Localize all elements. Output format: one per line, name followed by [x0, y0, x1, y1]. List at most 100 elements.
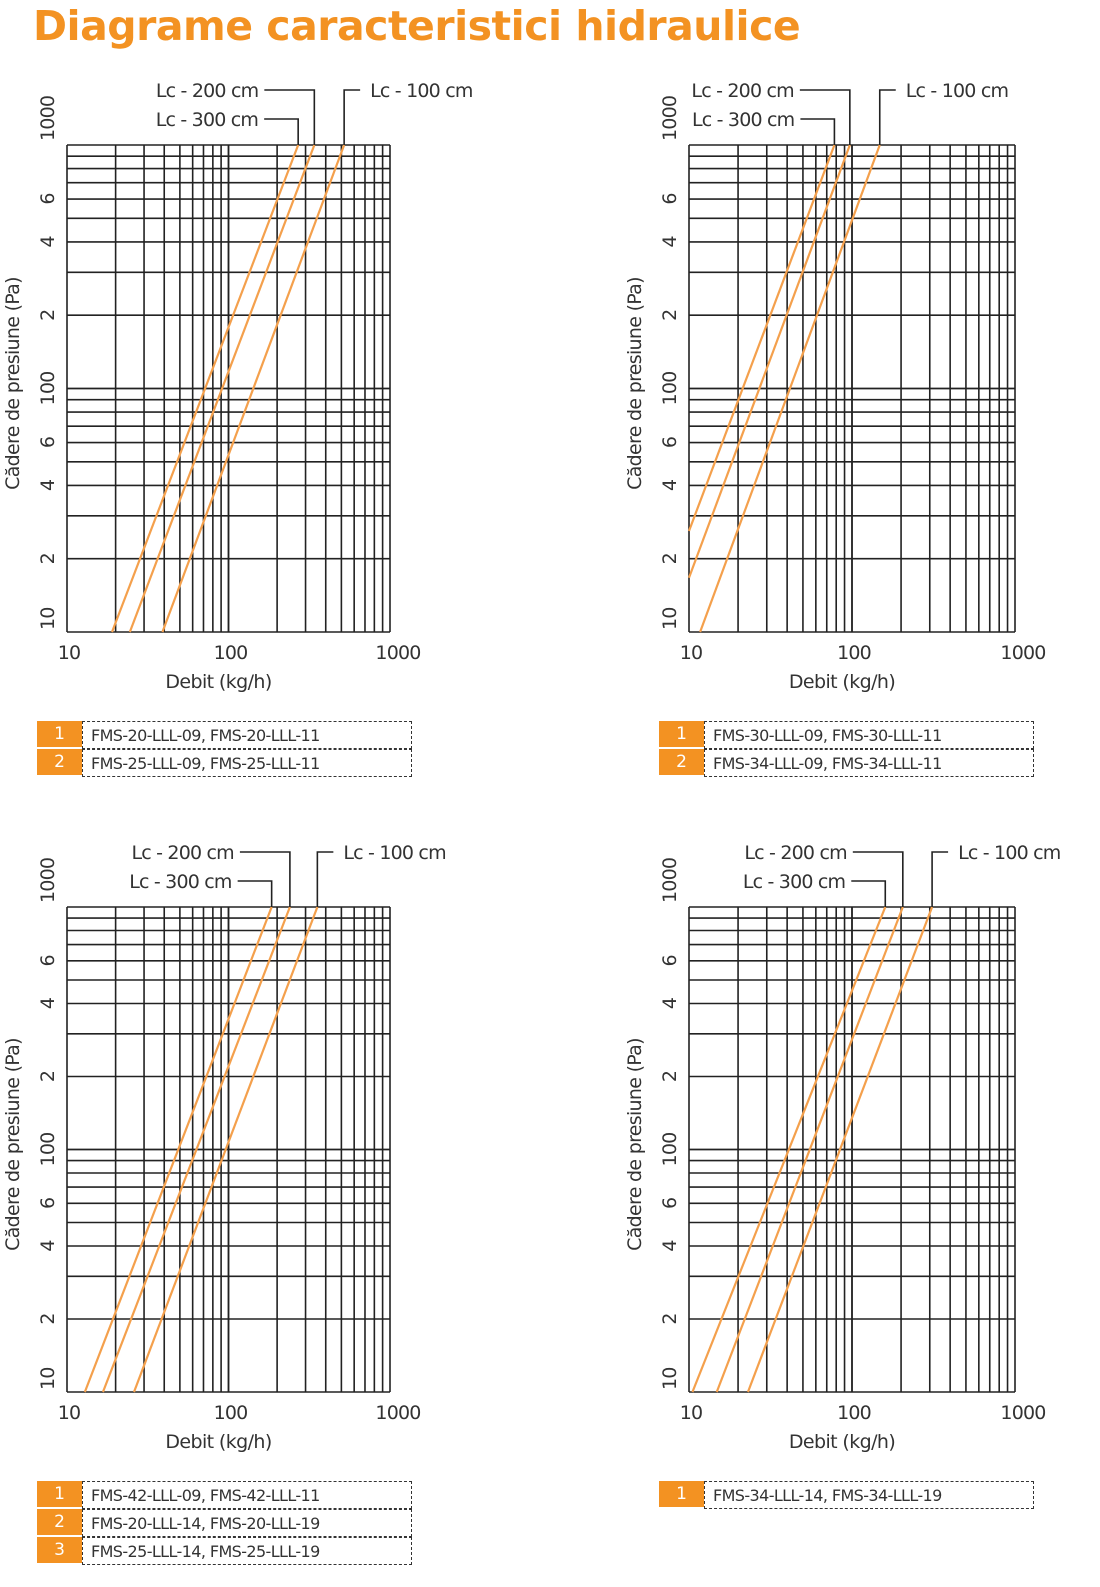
x-tick-label: 10 [58, 642, 81, 664]
x-tick-label: 100 [214, 1402, 248, 1424]
legend-item: 1 FMS-20-LLL-09, FMS-20-LLL-11 [37, 721, 412, 749]
y-axis-title: Cădere de presiune (Pa) [624, 277, 646, 490]
y-tick-label: 6 [37, 193, 59, 204]
series-line [699, 144, 881, 633]
series-line [161, 144, 346, 633]
y-tick-label: 2 [659, 310, 681, 321]
series-line [132, 906, 319, 1393]
y-tick-label: 6 [659, 437, 681, 448]
series-label: Lc - 300 cm [129, 871, 231, 893]
series-line [101, 906, 291, 1393]
series-line [83, 906, 273, 1393]
series-line [128, 144, 316, 633]
y-tick-label: 100 [37, 1133, 59, 1167]
y-tick-label: 1000 [659, 858, 681, 903]
series-line [691, 906, 887, 1393]
y-tick-label: 4 [659, 1240, 681, 1252]
series-line [715, 906, 904, 1393]
x-tick-label: 10 [58, 1402, 81, 1424]
x-tick-label: 10 [680, 1402, 703, 1424]
series-label: Lc - 300 cm [743, 871, 845, 893]
y-tick-label: 2 [659, 1071, 681, 1082]
legend-number: 1 [659, 721, 704, 749]
y-tick-label: 4 [659, 997, 681, 1009]
legend-item: 1 FMS-34-LLL-14, FMS-34-LLL-19 [659, 1481, 1034, 1509]
leader-line [800, 118, 836, 145]
legend-text: FMS-25-LLL-14, FMS-25-LLL-19 [82, 1537, 412, 1565]
leader-line [799, 89, 851, 145]
y-tick-label: 4 [37, 1240, 59, 1252]
x-tick-label: 100 [214, 642, 248, 664]
legend-text: FMS-34-LLL-14, FMS-34-LLL-19 [704, 1481, 1034, 1509]
legend-text: FMS-20-LLL-14, FMS-20-LLL-19 [82, 1509, 412, 1537]
legend-item: 1 FMS-42-LLL-09, FMS-42-LLL-11 [37, 1481, 412, 1509]
series-label: Lc - 200 cm [131, 842, 233, 864]
leader-line [931, 851, 949, 907]
series-label: Lc - 200 cm [744, 842, 846, 864]
x-tick-label: 1000 [375, 642, 420, 664]
y-tick-label: 6 [37, 437, 59, 448]
y-tick-label: 2 [37, 1313, 59, 1324]
series-line [687, 144, 836, 532]
leader-line [852, 851, 904, 907]
y-tick-label: 10 [37, 1367, 59, 1390]
legend-text: FMS-42-LLL-09, FMS-42-LLL-11 [82, 1481, 412, 1509]
legend-number: 2 [659, 749, 704, 777]
y-axis-title: Cădere de presiune (Pa) [624, 1038, 646, 1251]
series-label: Lc - 100 cm [958, 842, 1060, 864]
y-tick-label: 10 [37, 607, 59, 630]
x-axis-title: Debit (kg/h) [789, 671, 895, 693]
legend-text: FMS-30-LLL-09, FMS-30-LLL-11 [704, 721, 1034, 749]
y-tick-label: 2 [37, 553, 59, 564]
series-line [687, 144, 851, 579]
leader-line [237, 880, 273, 907]
y-tick-label: 2 [37, 1071, 59, 1082]
series-label: Lc - 100 cm [343, 842, 445, 864]
y-tick-label: 1000 [37, 96, 59, 141]
legend-chart-4: 1 FMS-34-LLL-14, FMS-34-LLL-19 [659, 1481, 1034, 1509]
series-label: Lc - 100 cm [906, 80, 1008, 102]
series-label: Lc - 100 cm [370, 80, 472, 102]
legend-number: 1 [37, 721, 82, 749]
y-tick-label: 4 [37, 236, 59, 248]
legend-text: FMS-25-LLL-09, FMS-25-LLL-11 [82, 749, 412, 777]
leader-line [239, 851, 291, 907]
y-tick-label: 6 [37, 955, 59, 966]
legend-item: 3 FMS-25-LLL-14, FMS-25-LLL-19 [37, 1537, 412, 1565]
y-tick-label: 6 [37, 1198, 59, 1209]
page-title: Diagrame caracteristici hidraulice [33, 2, 801, 50]
legend-text: FMS-34-LLL-09, FMS-34-LLL-11 [704, 749, 1034, 777]
series-label: Lc - 300 cm [156, 109, 258, 131]
series-label: Lc - 300 cm [692, 109, 794, 131]
legend-item: 2 FMS-25-LLL-09, FMS-25-LLL-11 [37, 749, 412, 777]
y-tick-label: 4 [659, 236, 681, 248]
leader-line [851, 880, 887, 907]
x-tick-label: 10 [680, 642, 703, 664]
y-tick-label: 4 [37, 997, 59, 1009]
y-tick-label: 4 [37, 479, 59, 491]
y-tick-label: 2 [659, 1313, 681, 1324]
x-tick-label: 100 [837, 642, 871, 664]
series-label: Lc - 200 cm [691, 80, 793, 102]
legend-number: 1 [37, 1481, 82, 1509]
x-axis-title: Debit (kg/h) [165, 1431, 271, 1453]
y-tick-label: 100 [659, 372, 681, 406]
leader-line [878, 89, 896, 145]
y-tick-label: 6 [659, 955, 681, 966]
y-tick-label: 4 [659, 479, 681, 491]
y-axis-title: Cădere de presiune (Pa) [2, 1038, 24, 1251]
legend-item: 1 FMS-30-LLL-09, FMS-30-LLL-11 [659, 721, 1034, 749]
legend-chart-3: 1 FMS-42-LLL-09, FMS-42-LLL-11 2 FMS-20-LL… [37, 1481, 412, 1565]
y-tick-label: 2 [659, 553, 681, 564]
y-tick-label: 1000 [37, 858, 59, 903]
legend-number: 2 [37, 749, 82, 777]
series-line [746, 906, 934, 1393]
legend-number: 1 [659, 1481, 704, 1509]
y-axis-title: Cădere de presiune (Pa) [2, 277, 24, 490]
x-tick-label: 1000 [1000, 1402, 1045, 1424]
legend-number: 3 [37, 1537, 82, 1565]
y-tick-label: 100 [659, 1133, 681, 1167]
leader-line [343, 89, 361, 145]
x-axis-title: Debit (kg/h) [165, 671, 271, 693]
